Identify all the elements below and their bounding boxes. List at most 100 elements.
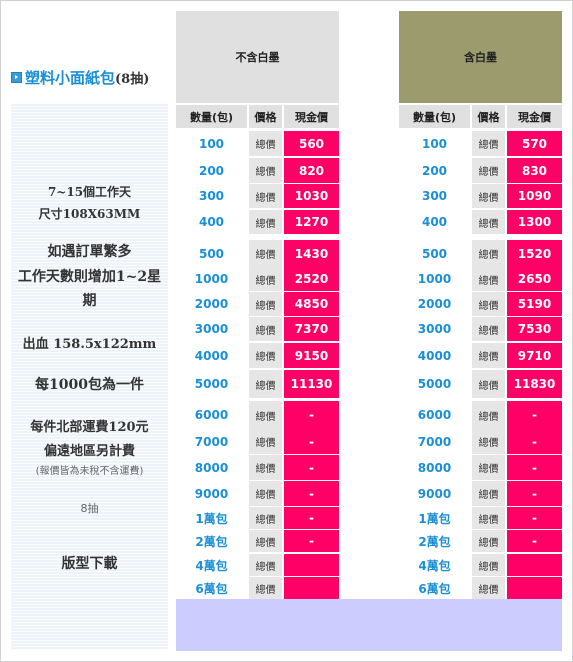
row-quantity: 8000 [176,455,247,480]
product-subtitle: (8抽) [115,71,150,87]
row-total-label: 總價 [249,554,282,576]
row-quantity: 500 [399,240,470,267]
row-quantity: 6萬包 [176,577,247,599]
row-cash-price: 830 [507,158,562,183]
row-total-label: 總價 [472,292,505,316]
row-total-label: 總價 [472,429,505,454]
row-total-label: 總價 [249,210,282,234]
row-quantity: 400 [176,210,247,234]
row-quantity: 7000 [176,429,247,454]
row-quantity: 4000 [176,343,247,368]
row-total-label: 總價 [472,158,505,183]
row-quantity: 5000 [176,370,247,398]
row-quantity: 9000 [176,481,247,506]
row-quantity: 200 [176,158,247,183]
variant-header-white-ink: 含白墨 [399,11,562,103]
sheets-text: 8抽 [80,502,99,515]
row-cash-price: 1030 [284,184,339,208]
row-cash-price: 7530 [507,317,562,341]
row-total-label: 總價 [249,370,282,398]
col-header-qty: 數量(包) [176,105,247,128]
row-cash-price: 1430 [284,240,339,267]
row-quantity: 9000 [399,481,470,506]
row-quantity: 8000 [399,455,470,480]
row-cash-price: - [507,530,562,552]
row-total-label: 總價 [249,184,282,208]
col-header-cash-price: 現金價 [284,105,339,128]
product-title[interactable]: 塑料小面紙包 (8抽) [11,66,149,88]
row-total-label: 總價 [472,343,505,368]
shipping-note: (報價皆為未稅不含運費) [35,466,144,477]
work-days-text: 7~15個工作天 [47,185,132,199]
row-quantity: 6萬包 [399,577,470,599]
row-quantity: 300 [399,184,470,208]
row-quantity: 400 [399,210,470,234]
row-cash-price: - [284,401,339,429]
row-total-label: 總價 [249,481,282,506]
row-cash-price: - [507,401,562,429]
col-header-price: 價格 [249,105,282,128]
col-header-cash-price: 現金價 [507,105,562,128]
row-quantity: 4萬包 [399,554,470,576]
row-quantity: 1000 [399,267,470,291]
row-cash-price: - [507,507,562,529]
row-total-label: 總價 [249,317,282,341]
row-total-label: 總價 [249,343,282,368]
row-total-label: 總價 [472,131,505,156]
row-cash-price: - [507,455,562,480]
row-cash-price: - [284,507,339,529]
row-quantity: 7000 [399,429,470,454]
row-cash-price: 2650 [507,267,562,291]
size-text: 尺寸108X63MM [38,207,141,221]
row-quantity: 100 [176,131,247,156]
row-quantity: 2000 [176,292,247,316]
busy-notice-line2: 工作天數則增加1~2星 [17,269,162,285]
row-quantity: 300 [176,184,247,208]
row-quantity: 6000 [176,401,247,429]
row-cash-price: 5190 [507,292,562,316]
row-quantity: 2萬包 [399,530,470,552]
row-cash-price: 4850 [284,292,339,316]
row-quantity: 2000 [399,292,470,316]
row-cash-price: 570 [507,131,562,156]
row-total-label: 總價 [249,158,282,183]
row-cash-price: 1520 [507,240,562,267]
row-total-label: 總價 [472,481,505,506]
row-quantity: 3000 [176,317,247,341]
col-header-qty: 數量(包) [399,105,470,128]
row-quantity: 4000 [399,343,470,368]
row-cash-price: 1090 [507,184,562,208]
footer-bar [176,599,562,651]
shipping-line2: 偏遠地區另計費 [43,444,135,459]
template-download-link[interactable]: 版型下載 [61,556,118,572]
row-cash-price: 9710 [507,343,562,368]
row-total-label: 總價 [249,267,282,291]
row-cash-price [507,554,562,576]
row-total-label: 總價 [249,240,282,267]
row-quantity: 5000 [399,370,470,398]
row-cash-price: - [284,455,339,480]
col-header-price: 價格 [472,105,505,128]
row-total-label: 總價 [472,210,505,234]
row-total-label: 總價 [249,455,282,480]
row-quantity: 1萬包 [399,507,470,529]
row-cash-price: 560 [284,131,339,156]
row-quantity: 2萬包 [176,530,247,552]
row-cash-price: 1300 [507,210,562,234]
row-cash-price: 1270 [284,210,339,234]
row-total-label: 總價 [472,184,505,208]
row-cash-price: 820 [284,158,339,183]
row-cash-price [284,554,339,576]
row-total-label: 總價 [472,455,505,480]
busy-notice-line3: 期 [82,293,97,309]
row-cash-price: 2520 [284,267,339,291]
row-total-label: 總價 [249,507,282,529]
arrow-bullet-icon [11,71,22,83]
row-total-label: 總價 [472,507,505,529]
row-quantity: 100 [399,131,470,156]
row-total-label: 總價 [249,131,282,156]
row-quantity: 200 [399,158,470,183]
info-panel [11,103,168,650]
row-total-label: 總價 [472,577,505,599]
row-total-label: 總價 [472,240,505,267]
